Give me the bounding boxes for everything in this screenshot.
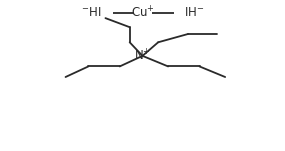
Text: $\mathregular{^{-}}$HI: $\mathregular{^{-}}$HI: [81, 6, 101, 19]
Text: N$\mathregular{^{+}}$: N$\mathregular{^{+}}$: [134, 48, 151, 64]
Text: Cu$\mathregular{^{+}}$: Cu$\mathregular{^{+}}$: [131, 5, 154, 21]
Text: IH$\mathregular{^{-}}$: IH$\mathregular{^{-}}$: [184, 6, 204, 19]
